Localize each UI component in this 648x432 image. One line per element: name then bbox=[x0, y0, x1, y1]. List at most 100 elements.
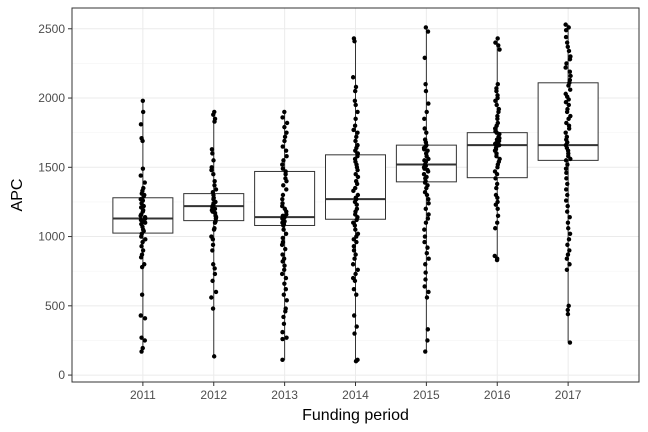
data-point-2012 bbox=[211, 172, 216, 177]
data-point-2017 bbox=[566, 237, 572, 242]
data-point-2011 bbox=[140, 166, 146, 171]
data-point-2016 bbox=[495, 213, 501, 218]
data-point-2013 bbox=[284, 298, 289, 303]
data-point-2017 bbox=[568, 156, 573, 162]
data-point-2013 bbox=[280, 259, 285, 264]
data-point-2013 bbox=[284, 178, 289, 184]
data-point-2013 bbox=[283, 172, 288, 177]
data-point-2017 bbox=[564, 176, 569, 181]
data-point-2014 bbox=[351, 313, 357, 318]
data-point-2015 bbox=[423, 81, 428, 87]
data-point-2017 bbox=[567, 57, 573, 62]
data-point-2017 bbox=[567, 231, 573, 236]
data-point-2014 bbox=[355, 167, 360, 173]
data-point-2017 bbox=[566, 97, 571, 102]
data-point-2012 bbox=[213, 289, 219, 295]
data-point-2012 bbox=[210, 242, 216, 248]
data-point-2014 bbox=[352, 98, 358, 104]
data-point-2014 bbox=[351, 286, 357, 292]
data-point-2016 bbox=[493, 40, 498, 45]
data-point-2014 bbox=[353, 138, 358, 144]
data-point-2017 bbox=[567, 340, 573, 345]
data-point-2016 bbox=[494, 185, 499, 191]
data-point-2015 bbox=[422, 234, 428, 239]
data-point-2017 bbox=[563, 130, 568, 135]
data-point-2012 bbox=[210, 306, 216, 311]
data-point-2014 bbox=[354, 134, 359, 140]
data-point-2012 bbox=[211, 227, 217, 232]
data-point-2013 bbox=[281, 183, 286, 188]
data-point-2012 bbox=[212, 266, 217, 271]
data-point-2017 bbox=[565, 252, 571, 257]
data-point-2011 bbox=[139, 264, 145, 270]
data-point-2014 bbox=[355, 109, 360, 115]
data-point-2017 bbox=[565, 181, 570, 187]
data-point-2015 bbox=[423, 262, 428, 267]
data-point-2013 bbox=[280, 357, 285, 363]
data-point-2011 bbox=[139, 349, 144, 354]
x-tick-label: 2012 bbox=[200, 388, 227, 402]
data-point-2015 bbox=[421, 147, 427, 152]
data-point-2012 bbox=[209, 295, 214, 300]
plot-panel-border bbox=[71, 7, 640, 383]
data-point-2017 bbox=[563, 198, 569, 203]
data-point-2017 bbox=[568, 73, 573, 79]
data-point-2014 bbox=[351, 188, 356, 194]
data-point-2013 bbox=[280, 252, 285, 257]
data-point-2016 bbox=[494, 257, 500, 263]
x-tick-label: 2011 bbox=[130, 388, 156, 402]
x-axis-title: Funding period bbox=[302, 407, 409, 424]
data-point-2015 bbox=[424, 250, 430, 256]
data-point-2014 bbox=[353, 252, 358, 257]
x-tick-label: 2016 bbox=[484, 388, 511, 402]
data-point-2013 bbox=[284, 187, 289, 192]
data-point-2014 bbox=[353, 116, 358, 122]
data-point-2013 bbox=[284, 130, 289, 135]
data-point-2011 bbox=[143, 237, 148, 242]
data-point-2017 bbox=[564, 109, 570, 115]
data-point-2016 bbox=[497, 47, 502, 52]
data-point-2017 bbox=[565, 242, 570, 248]
data-point-2017 bbox=[566, 126, 572, 131]
data-point-2017 bbox=[563, 158, 569, 163]
data-point-2017 bbox=[565, 192, 570, 198]
y-tick-label: 500 bbox=[45, 299, 65, 313]
data-point-2014 bbox=[354, 324, 359, 329]
data-point-2017 bbox=[564, 120, 569, 126]
data-point-2017 bbox=[566, 102, 571, 108]
data-point-2011 bbox=[140, 345, 145, 351]
data-point-2014 bbox=[352, 331, 357, 336]
data-point-2014 bbox=[354, 181, 360, 187]
data-point-2015 bbox=[424, 185, 429, 191]
data-point-2014 bbox=[355, 267, 360, 272]
data-point-2015 bbox=[424, 295, 430, 300]
data-point-2016 bbox=[495, 195, 500, 200]
data-point-2013 bbox=[280, 196, 285, 202]
data-point-2013 bbox=[282, 138, 287, 144]
data-point-2015 bbox=[424, 130, 429, 135]
data-point-2013 bbox=[281, 227, 286, 232]
data-point-2017 bbox=[564, 256, 570, 261]
data-point-2013 bbox=[282, 263, 287, 268]
data-point-2013 bbox=[283, 231, 289, 236]
data-point-2014 bbox=[353, 84, 359, 90]
data-point-2017 bbox=[564, 61, 569, 66]
y-tick-label: 1500 bbox=[38, 160, 65, 174]
data-point-2017 bbox=[564, 209, 570, 214]
data-point-2013 bbox=[284, 335, 289, 340]
data-point-2013 bbox=[283, 246, 288, 252]
data-point-2016 bbox=[494, 181, 500, 187]
data-point-2014 bbox=[350, 75, 356, 80]
data-point-2015 bbox=[425, 169, 431, 174]
data-point-2016 bbox=[496, 43, 501, 48]
data-point-2017 bbox=[563, 27, 569, 33]
data-point-2015 bbox=[425, 338, 430, 343]
data-point-2017 bbox=[563, 99, 569, 105]
data-point-2015 bbox=[425, 29, 431, 34]
data-point-2016 bbox=[493, 226, 498, 231]
data-point-2013 bbox=[282, 281, 287, 286]
data-point-2017 bbox=[566, 303, 571, 309]
data-point-2011 bbox=[142, 316, 148, 321]
data-point-2012 bbox=[210, 237, 216, 242]
y-axis-title: APC bbox=[9, 179, 26, 212]
